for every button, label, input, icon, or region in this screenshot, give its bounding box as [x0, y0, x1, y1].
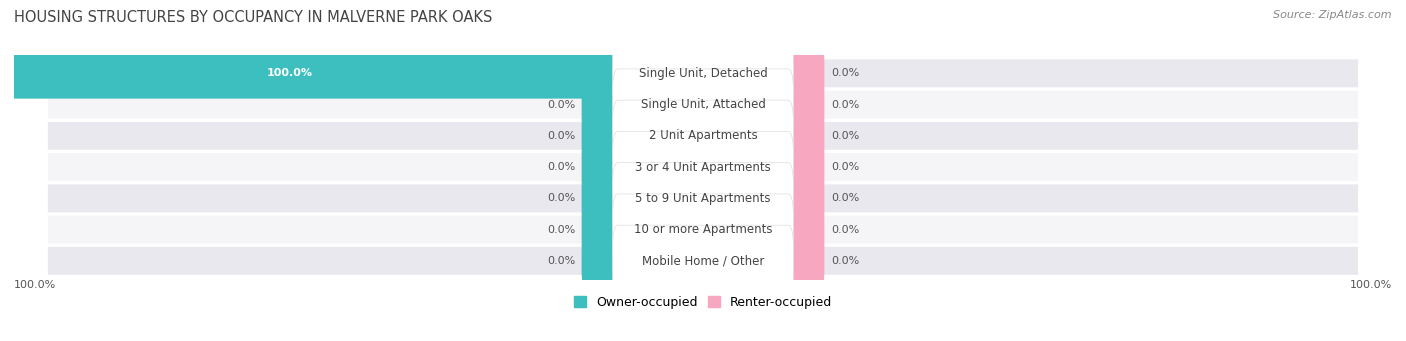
FancyBboxPatch shape [582, 173, 621, 224]
FancyBboxPatch shape [582, 110, 621, 161]
Text: 0.0%: 0.0% [831, 100, 859, 109]
FancyBboxPatch shape [613, 131, 793, 203]
Text: 0.0%: 0.0% [547, 131, 575, 141]
FancyBboxPatch shape [582, 79, 621, 130]
Text: 0.0%: 0.0% [831, 193, 859, 203]
Text: 100.0%: 100.0% [267, 68, 312, 78]
FancyBboxPatch shape [46, 214, 1360, 244]
FancyBboxPatch shape [785, 142, 824, 192]
Text: 3 or 4 Unit Apartments: 3 or 4 Unit Apartments [636, 161, 770, 174]
FancyBboxPatch shape [0, 48, 621, 99]
FancyBboxPatch shape [46, 246, 1360, 276]
Text: Mobile Home / Other: Mobile Home / Other [641, 254, 765, 267]
Text: 2 Unit Apartments: 2 Unit Apartments [648, 129, 758, 142]
Text: 0.0%: 0.0% [831, 162, 859, 172]
FancyBboxPatch shape [46, 90, 1360, 120]
Text: 0.0%: 0.0% [547, 100, 575, 109]
Text: 10 or more Apartments: 10 or more Apartments [634, 223, 772, 236]
FancyBboxPatch shape [785, 110, 824, 161]
FancyBboxPatch shape [46, 121, 1360, 151]
FancyBboxPatch shape [613, 225, 793, 297]
FancyBboxPatch shape [582, 236, 621, 286]
Text: Source: ZipAtlas.com: Source: ZipAtlas.com [1274, 10, 1392, 20]
FancyBboxPatch shape [46, 58, 1360, 88]
FancyBboxPatch shape [46, 183, 1360, 213]
FancyBboxPatch shape [785, 173, 824, 224]
Text: 0.0%: 0.0% [831, 225, 859, 235]
Text: 0.0%: 0.0% [831, 68, 859, 78]
Text: 5 to 9 Unit Apartments: 5 to 9 Unit Apartments [636, 192, 770, 205]
FancyBboxPatch shape [785, 204, 824, 255]
FancyBboxPatch shape [582, 204, 621, 255]
FancyBboxPatch shape [613, 38, 793, 109]
Text: 0.0%: 0.0% [831, 131, 859, 141]
FancyBboxPatch shape [46, 152, 1360, 182]
Text: 100.0%: 100.0% [14, 280, 56, 290]
Text: 100.0%: 100.0% [1350, 280, 1392, 290]
FancyBboxPatch shape [613, 194, 793, 265]
FancyBboxPatch shape [785, 48, 824, 99]
Text: 0.0%: 0.0% [831, 256, 859, 266]
FancyBboxPatch shape [613, 163, 793, 234]
Text: Single Unit, Attached: Single Unit, Attached [641, 98, 765, 111]
FancyBboxPatch shape [613, 69, 793, 140]
Text: 0.0%: 0.0% [547, 193, 575, 203]
Text: 0.0%: 0.0% [547, 162, 575, 172]
Text: HOUSING STRUCTURES BY OCCUPANCY IN MALVERNE PARK OAKS: HOUSING STRUCTURES BY OCCUPANCY IN MALVE… [14, 10, 492, 25]
Legend: Owner-occupied, Renter-occupied: Owner-occupied, Renter-occupied [568, 291, 838, 314]
FancyBboxPatch shape [613, 100, 793, 172]
FancyBboxPatch shape [785, 236, 824, 286]
FancyBboxPatch shape [785, 79, 824, 130]
Text: 0.0%: 0.0% [547, 225, 575, 235]
Text: 0.0%: 0.0% [547, 256, 575, 266]
FancyBboxPatch shape [582, 142, 621, 192]
Text: Single Unit, Detached: Single Unit, Detached [638, 67, 768, 80]
